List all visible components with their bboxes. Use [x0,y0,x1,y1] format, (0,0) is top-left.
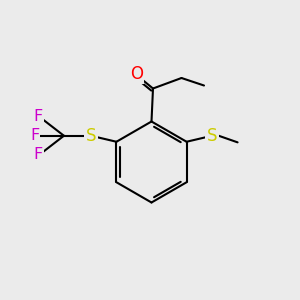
Text: S: S [207,127,217,145]
Text: O: O [130,64,143,82]
Text: S: S [86,127,96,145]
Text: F: F [30,128,39,143]
Text: F: F [34,147,43,162]
Text: F: F [34,110,43,124]
